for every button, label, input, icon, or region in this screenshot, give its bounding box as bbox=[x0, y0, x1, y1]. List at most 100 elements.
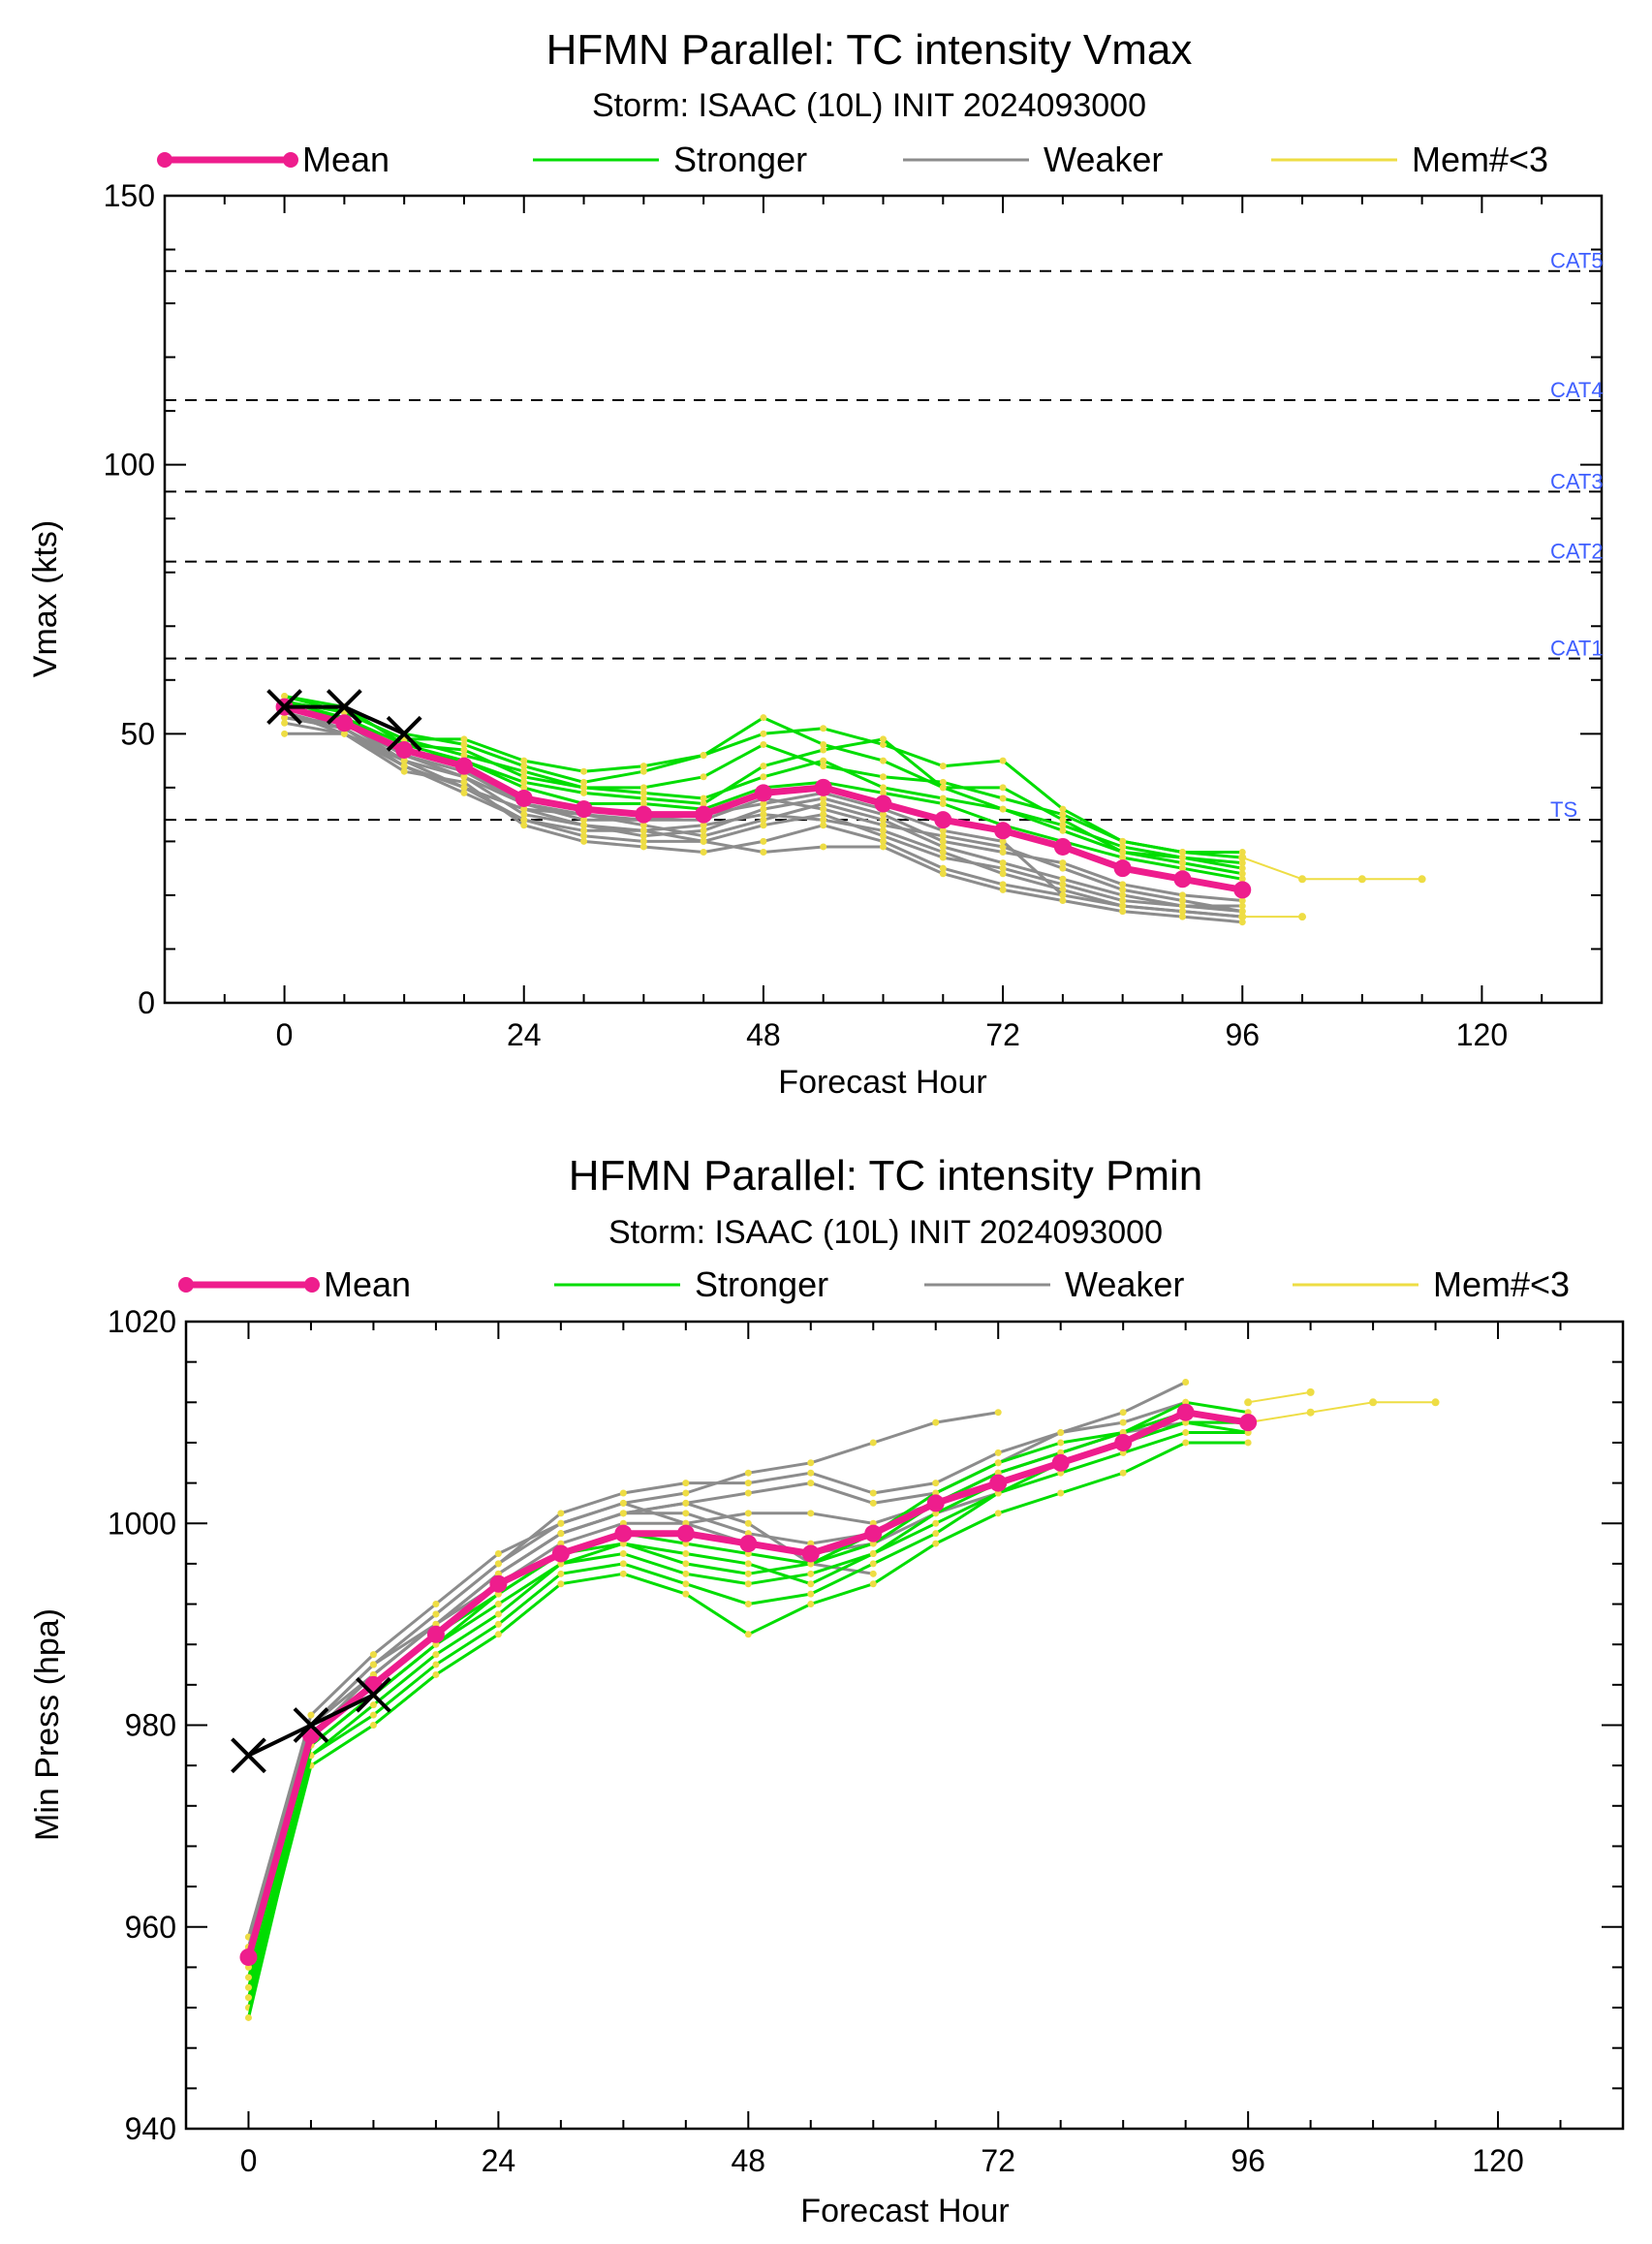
mean-point bbox=[635, 805, 653, 824]
weaker-member-line-point bbox=[369, 1661, 377, 1668]
stronger-member-line-point bbox=[700, 773, 707, 781]
x-tick-label: 24 bbox=[482, 2143, 516, 2178]
few-member-line-point bbox=[1298, 913, 1307, 921]
weaker-member-line-point bbox=[1119, 881, 1127, 888]
stronger-member-line-point bbox=[639, 784, 647, 792]
weaker-member-line-point bbox=[619, 1510, 627, 1517]
stronger-member-line-point bbox=[639, 795, 647, 802]
legend-mean-dot bbox=[283, 152, 298, 168]
stronger-member-line-point bbox=[932, 1540, 940, 1547]
y-axis-title: Min Press (hpa) bbox=[29, 1608, 66, 1841]
category-label: TS bbox=[1550, 797, 1577, 822]
few-member-line-point bbox=[1244, 1398, 1253, 1407]
observed-marker bbox=[266, 689, 302, 725]
weaker-member-line-point bbox=[1119, 1409, 1127, 1417]
weaker-member-line-point bbox=[939, 854, 947, 861]
series-group bbox=[266, 689, 1426, 926]
weaker-member-line-point bbox=[999, 870, 1007, 878]
weaker-member-line-point bbox=[880, 832, 887, 840]
few-member-line bbox=[1247, 1390, 1311, 1404]
legend-weaker-label: Weaker bbox=[1044, 140, 1163, 179]
weaker-member-line-point bbox=[1059, 864, 1067, 872]
mean-point bbox=[754, 784, 772, 802]
few-member-line-point bbox=[1238, 854, 1247, 862]
weaker-member-line-point bbox=[1178, 896, 1186, 904]
stronger-member-line bbox=[284, 705, 1243, 859]
weaker-member-line-point bbox=[639, 826, 647, 834]
chart-title: HFMN Parallel: TC intensity Vmax bbox=[546, 26, 1193, 74]
stronger-member-line-point bbox=[744, 1601, 752, 1608]
weaker-member-line-point bbox=[432, 1610, 440, 1618]
weaker-member-line-point bbox=[939, 870, 947, 878]
legend-stronger-label: Stronger bbox=[695, 1264, 828, 1304]
weaker-member-line-point bbox=[820, 816, 827, 824]
weaker-member-line-point bbox=[760, 816, 767, 824]
weaker-member-line-point bbox=[999, 843, 1007, 851]
stronger-member-line-point bbox=[432, 1661, 440, 1668]
mean-point bbox=[426, 1625, 445, 1643]
weaker-member-line-point bbox=[557, 1519, 565, 1527]
weaker-member-line-point bbox=[820, 800, 827, 808]
stronger-member-line-point bbox=[619, 1560, 627, 1568]
stronger-member-line bbox=[247, 1420, 1249, 1998]
mean-point bbox=[934, 811, 952, 829]
stronger-member-line-point bbox=[932, 1519, 940, 1527]
weaker-member-line-point bbox=[682, 1480, 690, 1487]
weaker-member-line-point bbox=[760, 822, 767, 829]
stronger-member-line-point bbox=[494, 1601, 502, 1608]
few-member-line-point bbox=[1238, 913, 1247, 921]
weaker-member-line-point bbox=[807, 1459, 815, 1467]
weaker-member-line-point bbox=[880, 826, 887, 834]
stronger-member-line-point bbox=[520, 763, 528, 770]
stronger-member-line-point bbox=[744, 1580, 752, 1588]
stronger-member-line-point bbox=[1059, 826, 1067, 834]
x-tick-label: 0 bbox=[240, 2143, 258, 2178]
weaker-member-line-point bbox=[760, 805, 767, 813]
x-tick-label: 72 bbox=[985, 1017, 1020, 1052]
stronger-member-line-point bbox=[639, 789, 647, 796]
weaker-member-line-point bbox=[1059, 859, 1067, 867]
weaker-member-line-point bbox=[994, 1449, 1002, 1456]
weaker-member-line-point bbox=[494, 1560, 502, 1568]
y-axis-title: Vmax (kts) bbox=[27, 520, 64, 677]
stronger-member-line-point bbox=[1119, 854, 1127, 861]
stronger-member-line-point bbox=[820, 757, 827, 764]
weaker-member-line-point bbox=[932, 1480, 940, 1487]
stronger-member-line-point bbox=[939, 763, 947, 770]
weaker-member-line-point bbox=[939, 864, 947, 872]
weaker-member-line-point bbox=[281, 719, 289, 727]
weaker-member-line-point bbox=[880, 843, 887, 851]
mean-point bbox=[489, 1574, 508, 1593]
stronger-member-line-point bbox=[1178, 859, 1186, 867]
category-label: CAT1 bbox=[1550, 637, 1604, 661]
few-member-line-point bbox=[1306, 1408, 1315, 1417]
stronger-member-line-point bbox=[682, 1570, 690, 1577]
stronger-member-line-point bbox=[494, 1620, 502, 1628]
stronger-member-line-point bbox=[760, 773, 767, 781]
stronger-member-line-point bbox=[369, 1701, 377, 1709]
weaker-member-line-point bbox=[307, 1711, 315, 1719]
weaker-member-line-point bbox=[1178, 902, 1186, 910]
weaker-member-line-point bbox=[520, 805, 528, 813]
stronger-member-line-point bbox=[994, 1510, 1002, 1517]
stronger-member-line-point bbox=[880, 735, 887, 743]
few-member-line-point bbox=[1306, 1387, 1315, 1396]
weaker-member-line-point bbox=[639, 843, 647, 851]
weaker-member-line-point bbox=[460, 778, 468, 786]
weaker-member-line-point bbox=[994, 1409, 1002, 1417]
stronger-member-line-point bbox=[999, 784, 1007, 792]
legend-mean-label: Mean bbox=[324, 1264, 411, 1304]
weaker-member-line-point bbox=[880, 816, 887, 824]
weaker-member-line-point bbox=[1119, 1418, 1127, 1426]
weaker-member-line-point bbox=[1178, 908, 1186, 916]
stronger-member-line-point bbox=[939, 784, 947, 792]
stronger-member-line-point bbox=[432, 1670, 440, 1678]
few-member-line-point bbox=[1418, 875, 1426, 884]
stronger-member-line-point bbox=[580, 767, 588, 775]
weaker-member-line-point bbox=[460, 773, 468, 781]
stronger-member-line-point bbox=[700, 752, 707, 760]
legend-mean-dot bbox=[178, 1277, 194, 1293]
legend-weaker-label: Weaker bbox=[1065, 1264, 1184, 1304]
weaker-member-line-point bbox=[369, 1651, 377, 1659]
x-tick-label: 0 bbox=[276, 1017, 294, 1052]
